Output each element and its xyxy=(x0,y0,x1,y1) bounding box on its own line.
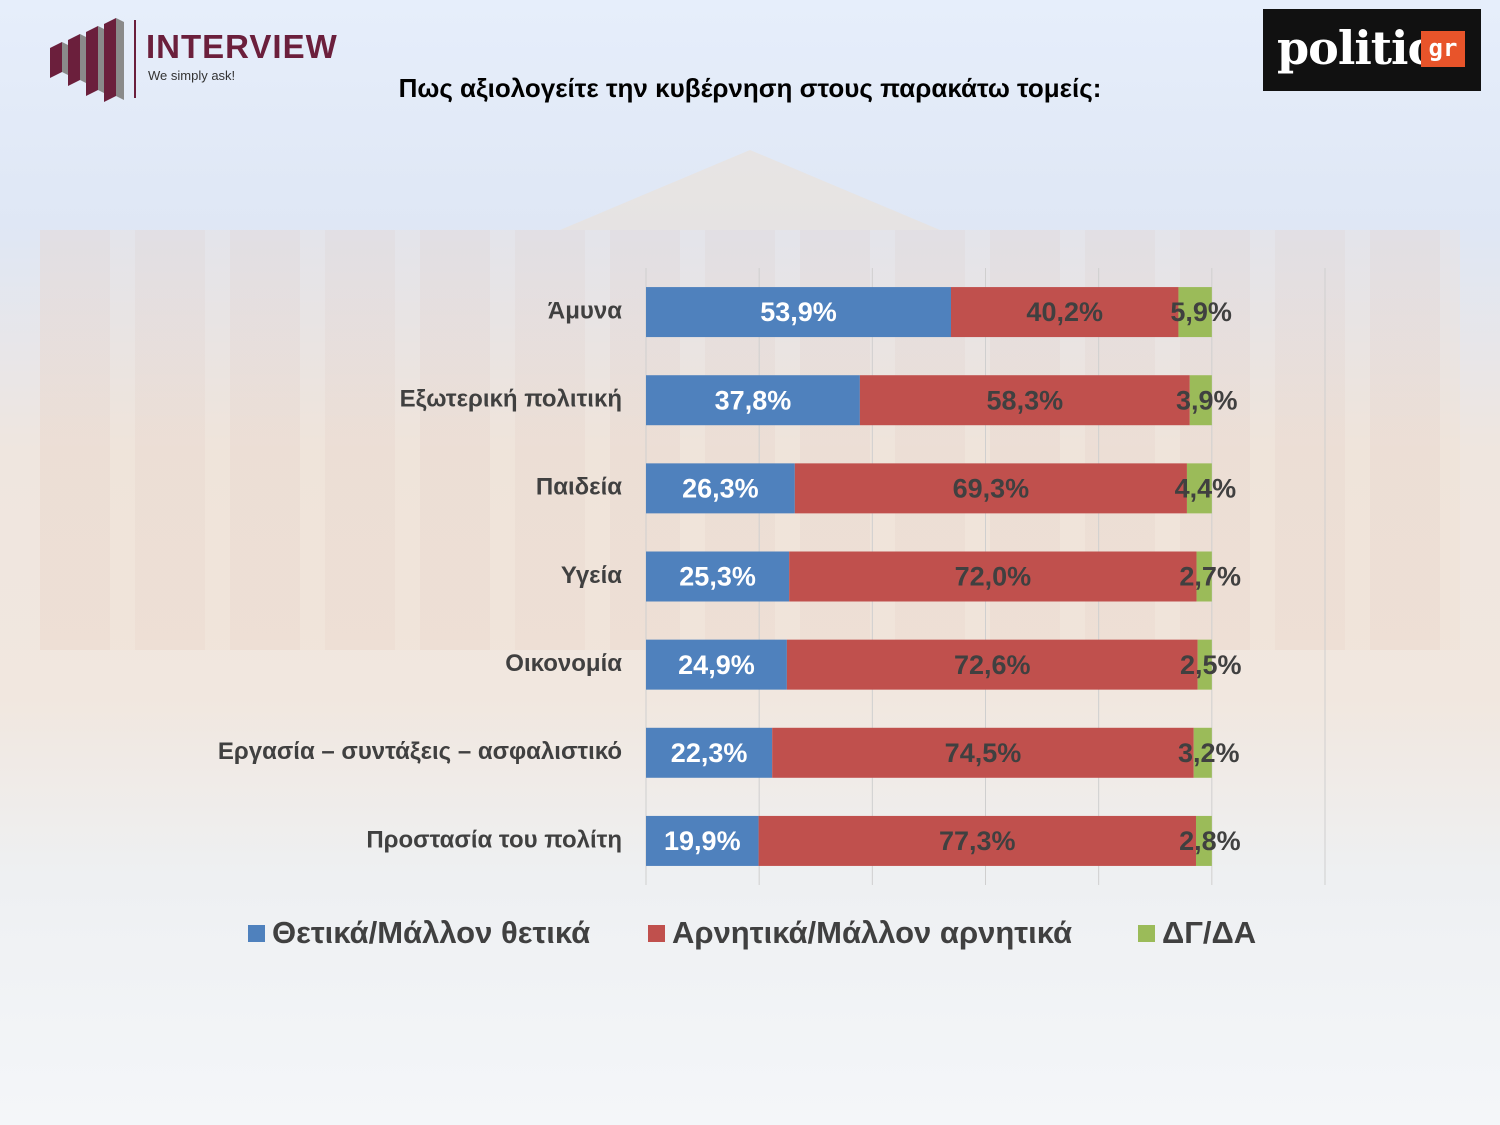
interview-logo-divider xyxy=(134,20,136,98)
category-label: Οικονομία xyxy=(505,650,622,677)
politic-tag: gr xyxy=(1421,31,1465,67)
data-label: 5,9% xyxy=(1170,297,1232,327)
bar-segment xyxy=(772,727,1194,778)
bar-segment xyxy=(646,287,951,338)
legend-entry: Θετικά/Μάλλον θετικά xyxy=(272,915,590,950)
data-label: 22,3% xyxy=(671,738,748,768)
category-label: Υγεία xyxy=(561,562,622,589)
category-label: Άμυνα xyxy=(548,297,622,324)
data-label: 37,8% xyxy=(715,385,792,415)
category-label: Προστασία του πολίτη xyxy=(366,826,622,853)
bar-segment xyxy=(646,375,860,426)
data-label: 3,2% xyxy=(1178,738,1240,768)
legend-entry: ΔΓ/ΔΑ xyxy=(1162,915,1256,950)
interview-logo-bars-icon xyxy=(50,18,124,102)
background-pediment xyxy=(560,150,940,230)
data-label: 77,3% xyxy=(939,826,1016,856)
legend-swatch xyxy=(1138,925,1155,942)
bar-segment xyxy=(646,815,759,866)
data-label: 74,5% xyxy=(945,738,1022,768)
category-label: Εργασία – συντάξεις – ασφαλιστικό xyxy=(218,738,622,765)
data-label: 26,3% xyxy=(682,473,759,503)
data-label: 2,8% xyxy=(1179,826,1241,856)
bar-segment xyxy=(758,815,1196,866)
bar-segment xyxy=(794,463,1187,514)
bar-segment xyxy=(1186,463,1212,514)
data-label: 24,9% xyxy=(678,650,755,680)
data-label: 72,0% xyxy=(955,562,1032,592)
category-label: Εξωτερική πολιτική xyxy=(400,386,622,413)
politic-logo: politic gr xyxy=(1263,9,1481,91)
bar-segment xyxy=(859,375,1190,426)
chart-title: Πως αξιολογείτε την κυβέρνηση στους παρα… xyxy=(398,73,1102,103)
bar-segment xyxy=(1178,287,1212,338)
data-label: 72,6% xyxy=(954,650,1031,680)
bar-segment xyxy=(1196,551,1212,602)
data-label: 69,3% xyxy=(953,473,1030,503)
data-label: 4,4% xyxy=(1175,473,1237,503)
data-label: 53,9% xyxy=(760,297,837,327)
bar-segment xyxy=(1189,375,1212,426)
data-label: 25,3% xyxy=(679,562,756,592)
bar-segment xyxy=(789,551,1197,602)
data-label: 58,3% xyxy=(987,385,1064,415)
bar-segment xyxy=(646,551,790,602)
bar-segment xyxy=(950,287,1179,338)
data-label: 19,9% xyxy=(664,826,741,856)
data-label: 2,5% xyxy=(1180,650,1242,680)
legend-entry: Αρνητικά/Μάλλον αρνητικά xyxy=(672,915,1072,950)
bar-segment xyxy=(1195,815,1212,866)
bar-segment xyxy=(646,727,773,778)
bar-segment xyxy=(646,639,787,690)
bar-segment xyxy=(1193,727,1212,778)
bar-segment xyxy=(646,463,795,514)
bar-segment xyxy=(1197,639,1212,690)
data-label: 3,9% xyxy=(1176,385,1238,415)
interview-logo: INTERVIEW We simply ask! xyxy=(48,18,378,102)
data-label: 2,7% xyxy=(1179,562,1241,592)
legend-swatch xyxy=(648,925,665,942)
category-label: Παιδεία xyxy=(536,474,622,501)
interview-brand: INTERVIEW xyxy=(146,28,338,65)
legend-swatch xyxy=(248,925,265,942)
bar-segment xyxy=(786,639,1198,690)
politic-word: politic xyxy=(1277,21,1436,75)
data-label: 40,2% xyxy=(1026,297,1103,327)
interview-tagline: We simply ask! xyxy=(148,68,236,83)
